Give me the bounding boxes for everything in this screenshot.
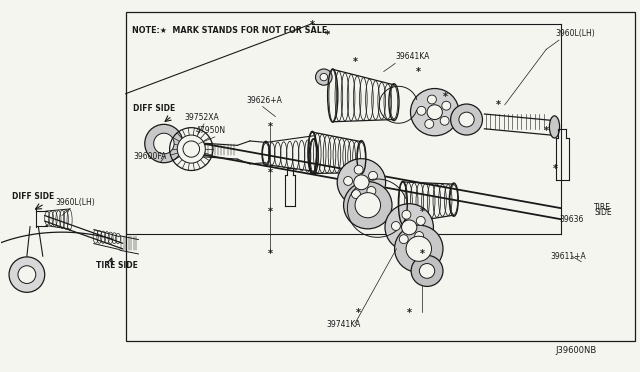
Ellipse shape <box>428 95 436 104</box>
Ellipse shape <box>417 106 426 115</box>
Text: *: * <box>353 57 358 67</box>
Ellipse shape <box>451 104 483 135</box>
Ellipse shape <box>316 69 332 85</box>
Text: *: * <box>268 168 273 178</box>
Ellipse shape <box>344 182 392 229</box>
Text: *: * <box>553 164 558 174</box>
Ellipse shape <box>354 165 363 174</box>
Ellipse shape <box>427 105 442 119</box>
Text: 39741KA: 39741KA <box>326 320 361 329</box>
Ellipse shape <box>406 236 431 261</box>
Ellipse shape <box>419 263 435 278</box>
Text: *: * <box>415 67 420 77</box>
Text: TIRE SIDE: TIRE SIDE <box>96 261 138 270</box>
Text: 39752XA: 39752XA <box>184 113 219 122</box>
Text: *: * <box>310 20 315 31</box>
Text: *: * <box>443 92 448 102</box>
Ellipse shape <box>344 177 353 185</box>
Text: 3960L(LH): 3960L(LH) <box>556 29 596 38</box>
Text: 39636: 39636 <box>559 215 583 224</box>
Ellipse shape <box>410 89 459 136</box>
Text: *: * <box>419 249 424 259</box>
Ellipse shape <box>337 159 386 206</box>
Text: NOTE:★  MARK STANDS FOR NOT FOR SALE.: NOTE:★ MARK STANDS FOR NOT FOR SALE. <box>132 26 330 35</box>
Text: DIFF SIDE: DIFF SIDE <box>12 192 54 201</box>
Text: *: * <box>268 249 273 259</box>
Text: *: * <box>268 207 273 217</box>
Ellipse shape <box>417 217 425 225</box>
Text: 39626+A: 39626+A <box>246 96 283 105</box>
Ellipse shape <box>177 135 205 163</box>
Ellipse shape <box>394 225 443 272</box>
Text: DIFF SIDE: DIFF SIDE <box>132 104 175 113</box>
Ellipse shape <box>401 220 417 235</box>
Ellipse shape <box>399 235 408 244</box>
Ellipse shape <box>351 190 360 199</box>
Text: 39641KA: 39641KA <box>395 52 429 61</box>
Text: TIRE: TIRE <box>594 203 611 212</box>
Ellipse shape <box>415 231 424 240</box>
Ellipse shape <box>402 210 411 219</box>
Bar <box>125 13 636 341</box>
Ellipse shape <box>355 193 381 218</box>
Ellipse shape <box>369 171 378 180</box>
Text: *: * <box>496 100 501 110</box>
Ellipse shape <box>354 175 369 190</box>
Ellipse shape <box>549 116 559 138</box>
Ellipse shape <box>145 124 183 163</box>
Ellipse shape <box>411 256 443 286</box>
Ellipse shape <box>367 186 376 195</box>
Text: *: * <box>268 122 273 132</box>
Ellipse shape <box>154 133 174 154</box>
Text: *: * <box>406 308 412 318</box>
Ellipse shape <box>392 222 401 230</box>
Text: 47950N: 47950N <box>196 126 226 135</box>
Text: 39600FA: 39600FA <box>133 152 166 161</box>
Text: 39611+A: 39611+A <box>550 251 586 260</box>
Ellipse shape <box>459 112 474 127</box>
Ellipse shape <box>442 101 451 110</box>
Text: *: * <box>356 308 361 318</box>
Ellipse shape <box>183 141 200 157</box>
Text: *: * <box>544 126 548 136</box>
Ellipse shape <box>385 204 433 251</box>
Text: J39600NB: J39600NB <box>556 346 597 355</box>
Ellipse shape <box>18 266 36 283</box>
Ellipse shape <box>9 257 45 292</box>
Ellipse shape <box>425 119 434 128</box>
Ellipse shape <box>320 73 328 81</box>
Ellipse shape <box>440 116 449 125</box>
Text: *: * <box>324 30 330 40</box>
Text: SIDE: SIDE <box>594 208 612 217</box>
Text: 3960L(LH): 3960L(LH) <box>56 198 95 207</box>
Text: *: * <box>419 207 424 217</box>
